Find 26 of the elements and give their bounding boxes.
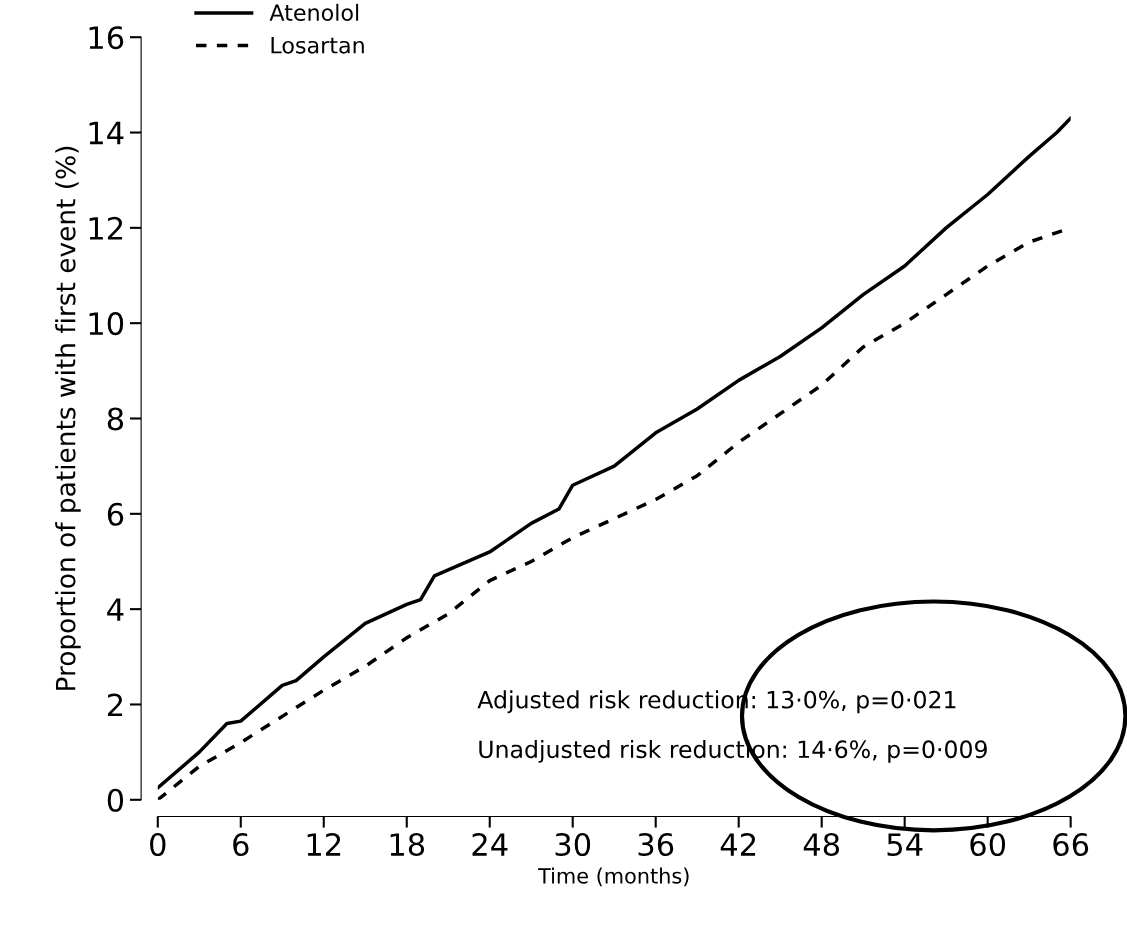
y-tick-label: 12 [89, 216, 123, 240]
y-tick-label: 2 [107, 693, 123, 717]
y-tick-label: 16 [89, 26, 124, 50]
x-tick-label: 66 [1053, 832, 1089, 857]
legend-label: Atenolol [269, 3, 359, 22]
y-axis-title: Proportion of patients with first event (%) [55, 146, 81, 690]
legend-label: Losartan [271, 37, 364, 54]
x-tick-label: 18 [390, 832, 425, 857]
x-tick-label: 48 [803, 832, 840, 857]
y-tick-label: 4 [107, 598, 124, 621]
x-tick-label: 54 [887, 833, 923, 857]
y-tick-label: 0 [107, 788, 124, 812]
line-series [157, 116, 1071, 790]
y-tick-label: 8 [107, 407, 124, 431]
x-tick-label: 60 [970, 832, 1006, 857]
x-tick-label: 30 [555, 832, 591, 857]
x-tick-label: 12 [307, 832, 341, 856]
y-tick-label: 6 [107, 502, 124, 526]
x-axis-title: Time (months) [537, 867, 689, 887]
x-tick-label: 0 [150, 832, 166, 857]
x-tick-label: 6 [233, 832, 249, 857]
x-tick-label: 36 [638, 832, 674, 857]
x-tick-label: 24 [472, 832, 508, 856]
y-tick-label: 10 [89, 312, 124, 336]
y-tick-label: 14 [89, 121, 124, 145]
x-tick-label: 42 [720, 832, 756, 856]
